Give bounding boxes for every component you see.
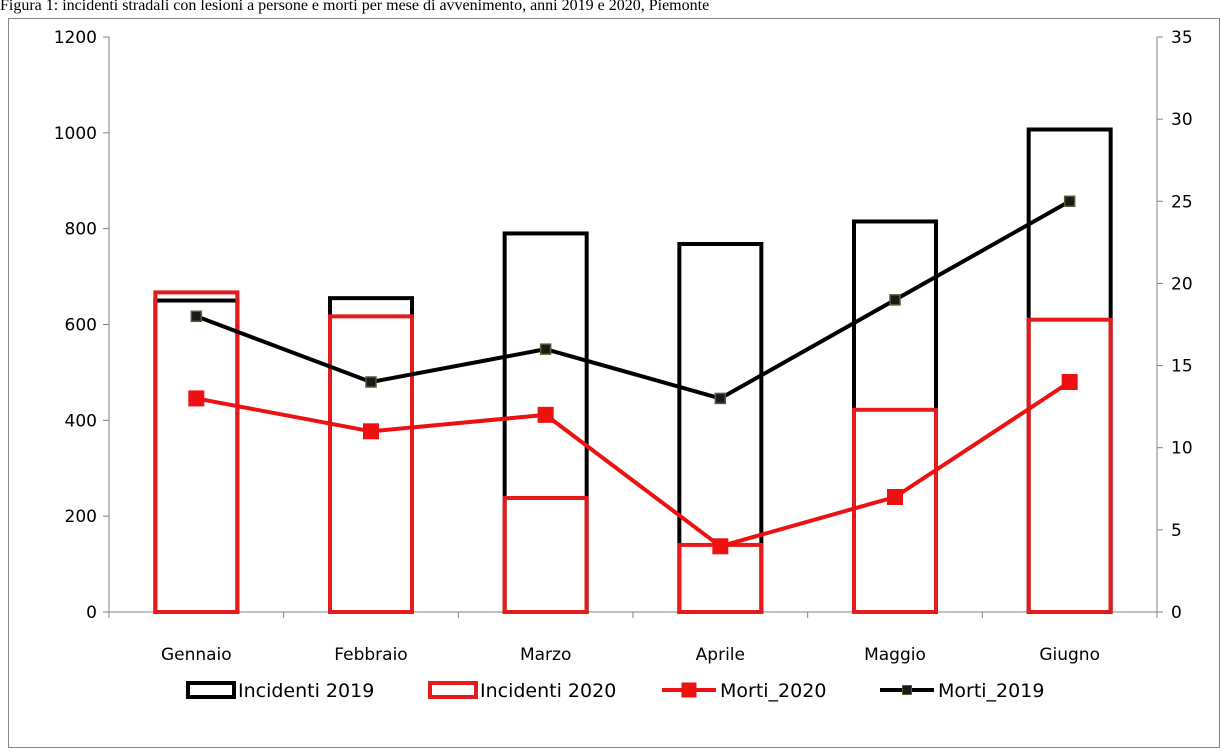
category-label: Aprile — [696, 645, 745, 665]
point — [887, 489, 903, 505]
right-tick-label: 5 — [1171, 521, 1182, 541]
bars — [153, 127, 1113, 615]
series-line — [195, 380, 1071, 549]
left-tick-label: 1200 — [54, 28, 97, 48]
bar — [852, 219, 938, 615]
left-tick-label: 0 — [86, 603, 97, 623]
point — [365, 376, 377, 388]
point — [537, 406, 554, 423]
legend-swatch — [186, 681, 236, 699]
legend-marker — [681, 682, 697, 698]
lines — [188, 195, 1078, 555]
point — [714, 392, 727, 405]
right-tick-label: 25 — [1171, 192, 1193, 212]
right-tick-label: 20 — [1171, 274, 1193, 294]
bar — [502, 495, 589, 615]
figure-caption: Figura 1: incidenti stradali con lesioni… — [0, 0, 710, 14]
bar — [153, 290, 240, 614]
legend: Incidenti 2019 Incidenti 2020 Morti_2020 Mo… — [186, 680, 1044, 702]
bar — [1026, 317, 1113, 614]
point — [889, 294, 901, 306]
left-tick-label: 1000 — [54, 124, 97, 144]
left-tick-label: 200 — [65, 507, 97, 527]
bar — [328, 296, 414, 614]
legend-label: Morti_2020 — [720, 680, 826, 702]
left-tick-label: 800 — [65, 220, 97, 240]
bar — [852, 407, 938, 614]
legend-item: Incidenti 2019 — [186, 680, 374, 702]
category-label: Febbraio — [334, 645, 407, 665]
legend-label: Morti_2019 — [938, 680, 1044, 702]
category-label: Gennaio — [161, 645, 232, 665]
legend-label: Incidenti 2020 — [480, 680, 616, 702]
point — [1063, 195, 1076, 208]
bar — [328, 314, 414, 614]
category-label: Maggio — [864, 645, 926, 665]
category-label: Giugno — [1039, 645, 1100, 665]
point — [188, 390, 205, 407]
chart-frame — [8, 18, 1220, 748]
right-tick-label: 15 — [1171, 357, 1193, 377]
legend-item: Incidenti 2020 — [428, 680, 616, 702]
legend-item: Morti_2020 — [662, 680, 826, 702]
right-tick-label: 0 — [1171, 603, 1182, 623]
point — [712, 538, 729, 555]
bar — [677, 542, 764, 615]
point — [363, 423, 379, 440]
point — [190, 310, 203, 323]
right-tick-label: 10 — [1171, 439, 1193, 459]
bar — [677, 242, 764, 614]
point — [1061, 374, 1078, 390]
point — [539, 343, 552, 355]
left-tick-label: 400 — [65, 411, 97, 431]
left-tick-label: 600 — [65, 316, 97, 336]
legend-marker — [902, 685, 912, 695]
right-tick-label: 30 — [1171, 110, 1193, 130]
category-label: Marzo — [520, 645, 571, 665]
right-tick-label: 35 — [1171, 28, 1193, 48]
legend-swatch — [428, 681, 478, 699]
series-line — [195, 199, 1071, 401]
legend-label: Incidenti 2019 — [238, 680, 374, 702]
legend-item: Morti_2019 — [880, 680, 1044, 702]
bar — [153, 298, 240, 614]
axes: 0 200 400 600 800 1000 1200 0 5 10 15 20 25 30 35 Genna… — [54, 28, 1193, 665]
